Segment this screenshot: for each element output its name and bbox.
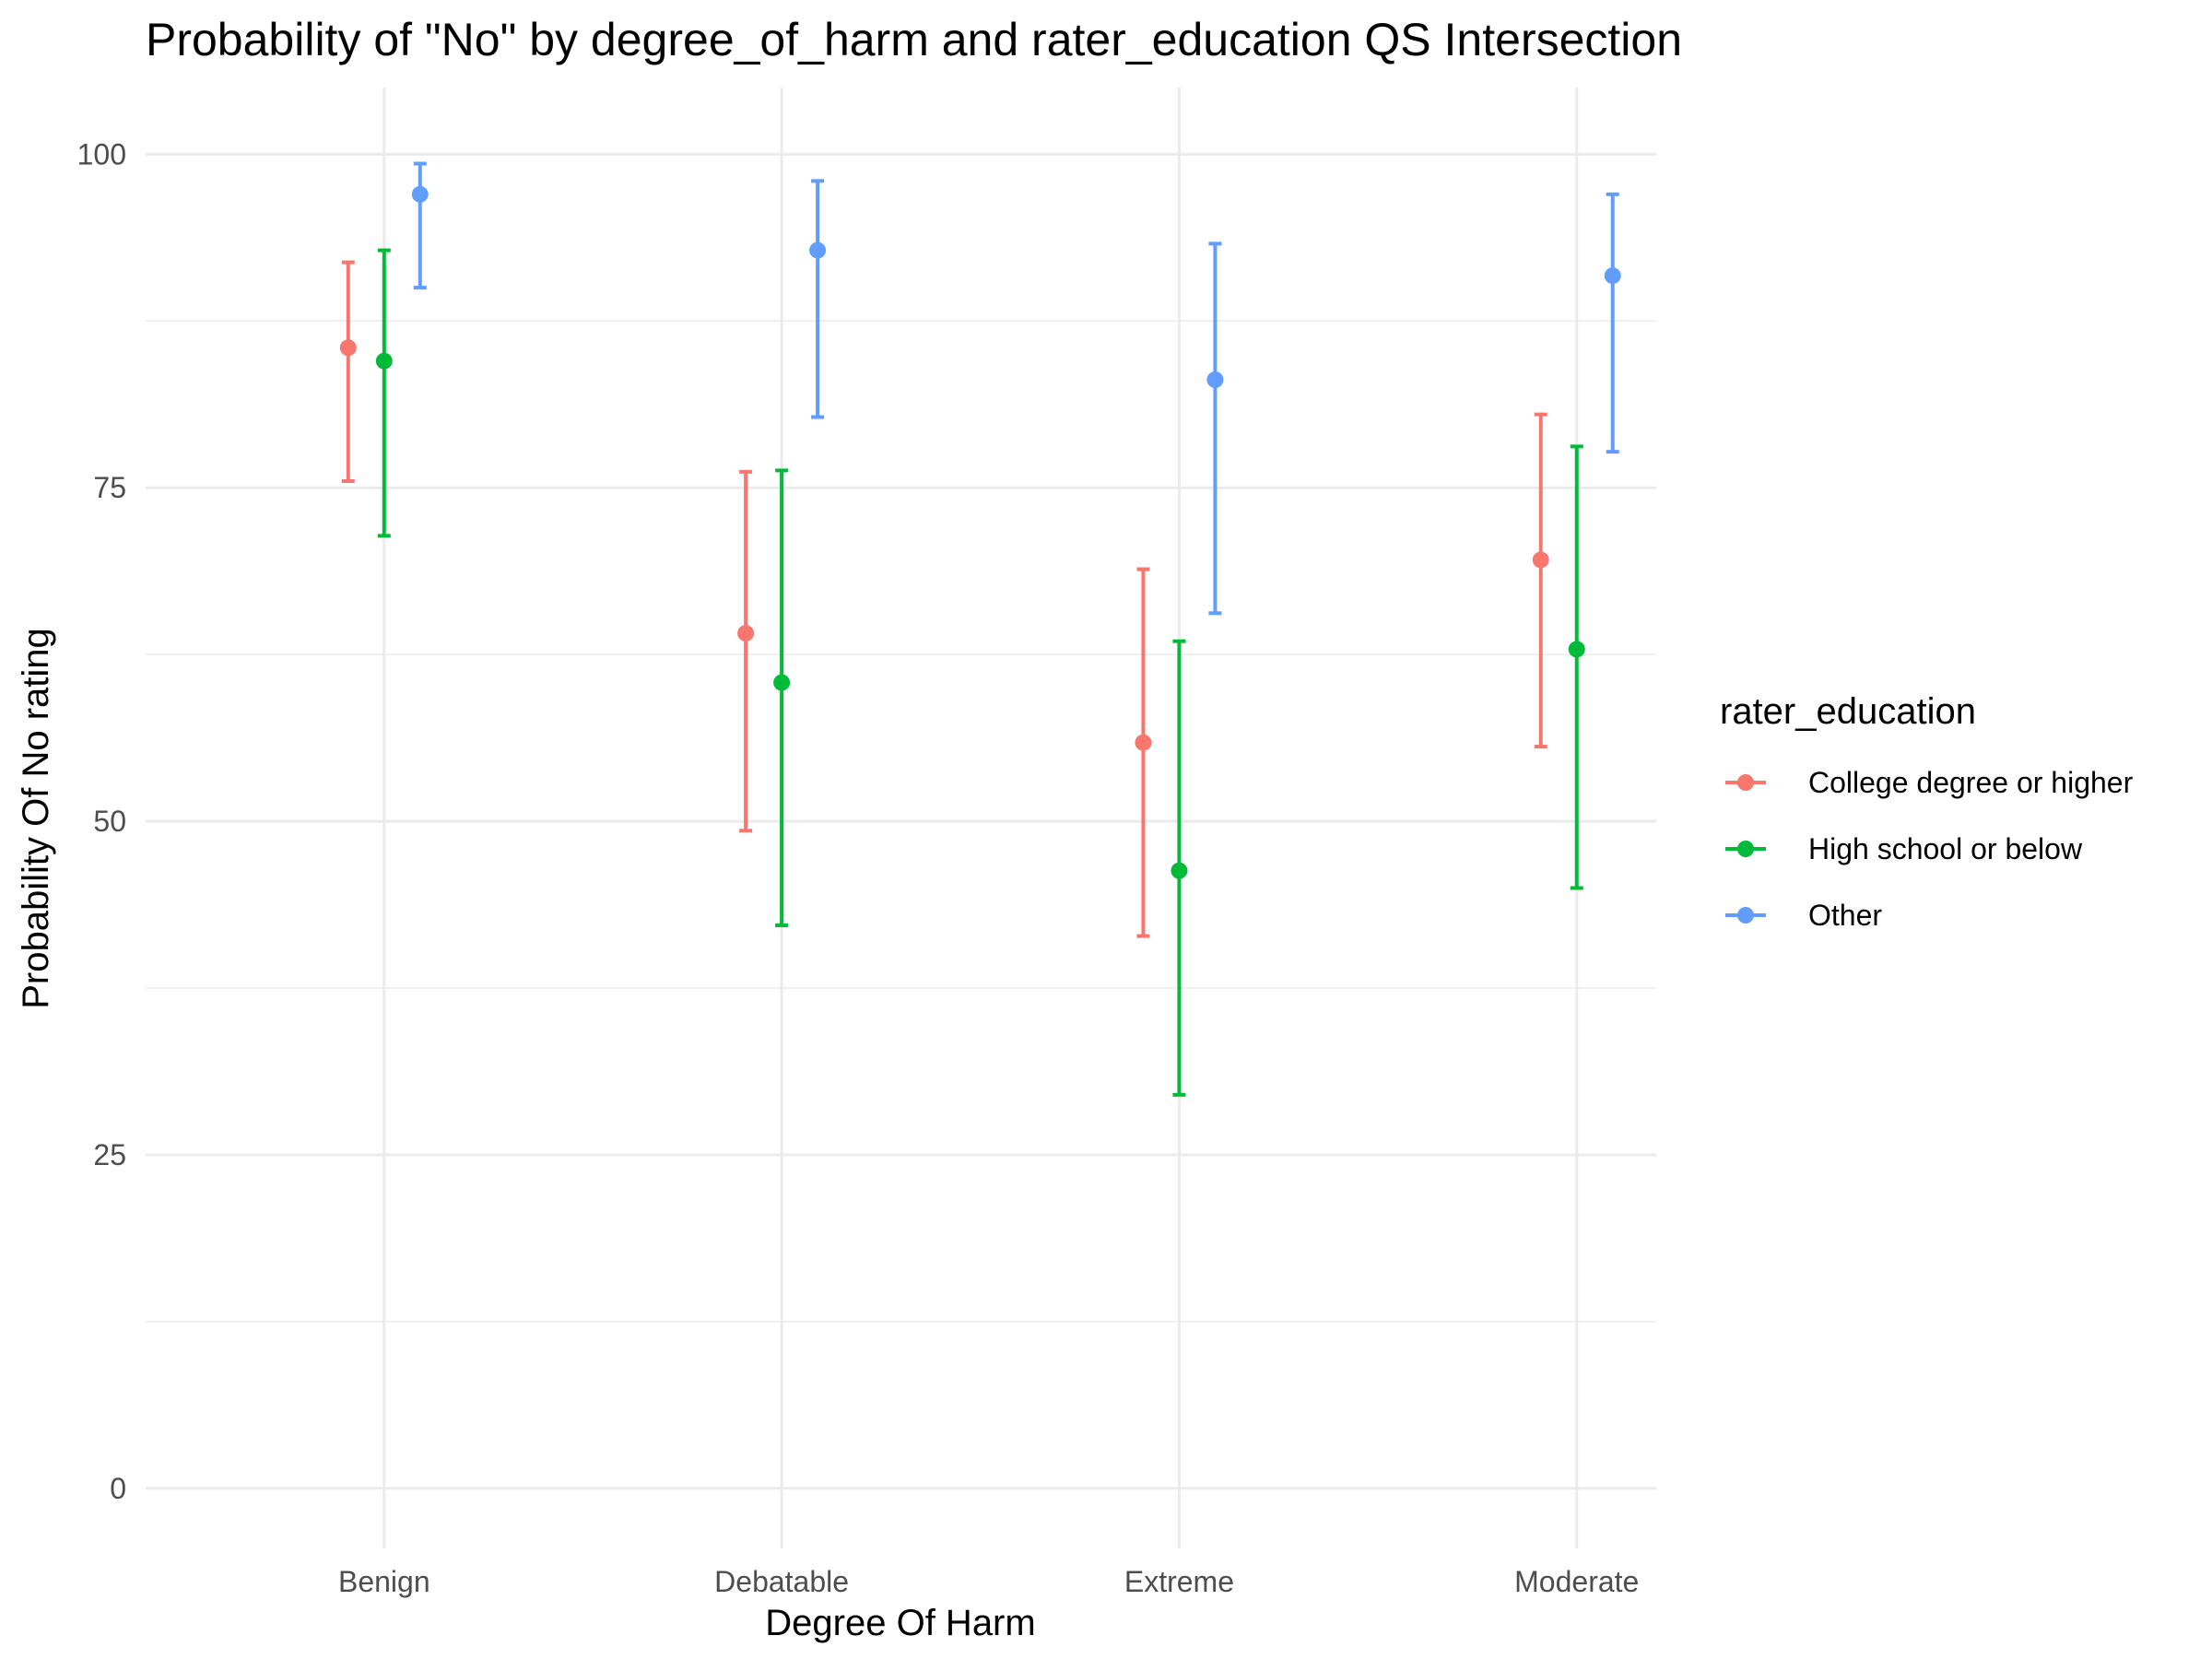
legend-key-point [1737,907,1754,924]
y-tick-label: 75 [93,471,126,504]
x-tick-label: Moderate [1514,1565,1639,1598]
x-tick-label: Benign [338,1565,430,1598]
series-other [411,161,1621,616]
data-point [1568,641,1585,658]
data-point [773,674,791,691]
legend-title: rater_education [1720,691,1976,732]
legend-key-point [1737,841,1754,857]
data-point [1171,862,1188,879]
y-axis-title: Probability Of No rating [16,628,56,1009]
grid [146,88,1656,1548]
data-point [1135,734,1152,751]
plot-marks [339,161,1621,1097]
y-tick-label: 25 [93,1138,126,1171]
legend: rater_education College degree or higher… [1720,691,2134,932]
series-high-school-or-below [375,248,1585,1097]
y-tick-label: 50 [93,805,126,838]
x-axis-ticks: Benign Debatable Extreme Moderate [338,1565,1639,1598]
y-tick-label: 0 [110,1472,126,1505]
x-tick-label: Extreme [1124,1565,1234,1598]
data-point [1206,371,1224,388]
legend-entry: College degree or higher [1725,766,2134,799]
y-tick-label: 100 [77,137,126,171]
legend-label: College degree or higher [1808,766,2134,799]
data-point [411,185,429,203]
data-point [375,352,393,370]
legend-entry: Other [1725,899,1882,932]
data-point [809,241,827,259]
data-point [737,625,755,642]
legend-label: High school or below [1808,832,2083,865]
y-axis-ticks: 0 25 50 75 100 [77,137,126,1504]
x-axis-title: Degree Of Harm [765,1603,1035,1643]
chart-title: Probability of "No" by degree_of_harm an… [146,14,1682,65]
legend-label: Other [1808,899,1882,932]
legend-key-point [1737,774,1754,791]
x-tick-label: Debatable [714,1565,849,1598]
series-college-degree-or-higher [339,260,1549,938]
data-point [1532,551,1549,569]
legend-entry: High school or below [1725,832,2083,865]
data-point [1604,267,1621,285]
data-point [339,339,357,357]
